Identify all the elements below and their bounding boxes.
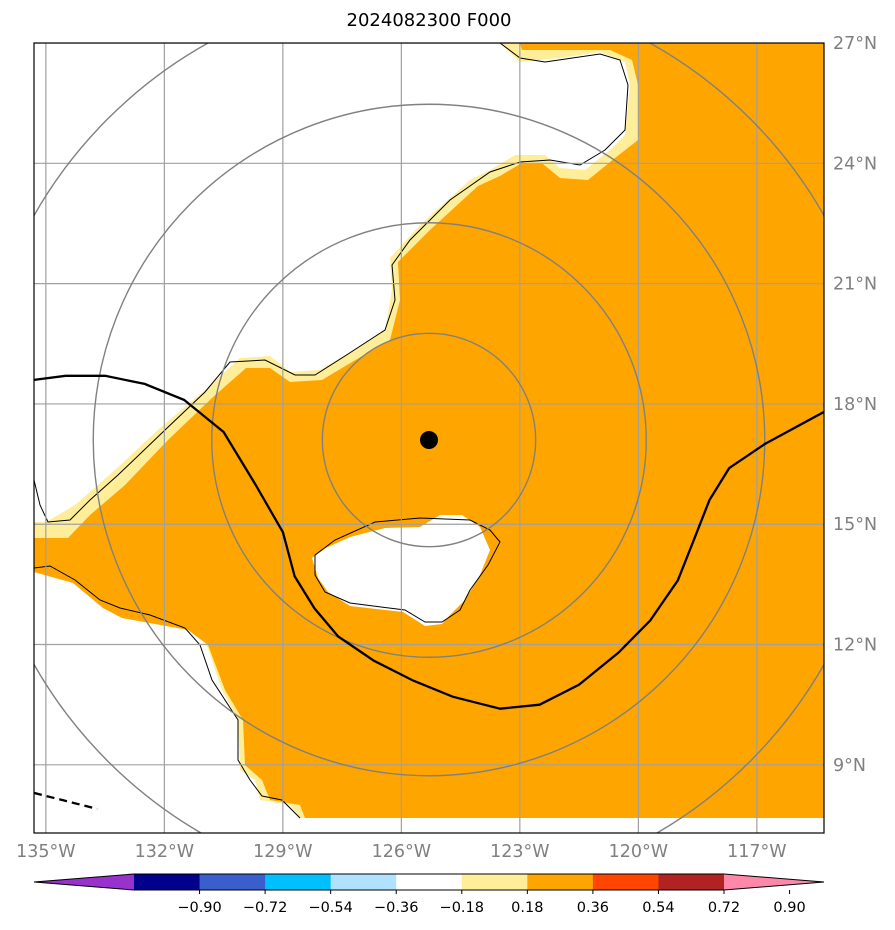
colorbar-segment: [199, 874, 266, 890]
graticule: [34, 43, 824, 833]
longitude-label: 129°W: [253, 842, 312, 862]
latitude-label: 21°N: [833, 275, 877, 295]
colorbar-label: 0.36: [577, 900, 609, 916]
colorbar-label: −0.90: [177, 900, 221, 916]
longitude-label: 135°W: [16, 842, 75, 862]
map-frame: [33, 42, 825, 834]
dashed-contour-line: [34, 791, 98, 811]
field-core: [34, 43, 824, 818]
longitude-tick-labels: 135°W 132°W 129°W 126°W 123°W 120°W 117°W: [16, 842, 786, 862]
latitude-label: 18°N: [833, 395, 877, 415]
storm-center-marker: [420, 431, 438, 450]
colorbar-segment: [330, 874, 397, 890]
longitude-label: 132°W: [135, 842, 194, 862]
longitude-label: 126°W: [372, 842, 431, 862]
colorbar-label: 0.18: [511, 900, 543, 916]
longitude-label: 123°W: [490, 842, 549, 862]
filled-field: [34, 43, 824, 819]
colorbar-min-extend: [34, 874, 134, 890]
colorbar-segment: [461, 874, 528, 890]
colorbar-label: −0.18: [440, 900, 484, 916]
colorbar-outline: [33, 873, 825, 891]
range-ring: [211, 222, 647, 658]
colorbar-label: 0.72: [708, 900, 740, 916]
range-ring: [321, 332, 537, 548]
colorbar-segment: [527, 874, 594, 890]
longitude-label: 120°W: [609, 842, 668, 862]
range-ring: [92, 103, 766, 777]
latitude-label: 27°N: [833, 34, 877, 54]
colorbar-max-extend: [724, 874, 824, 890]
latitude-label: 24°N: [833, 154, 877, 174]
colorbar-label: 0.90: [773, 900, 805, 916]
figure-title: 2024082300 F000: [347, 10, 512, 31]
colorbar-label: 0.54: [642, 900, 674, 916]
latitude-tick-labels: 27°N 24°N 21°N 18°N 15°N 12°N 9°N: [833, 34, 877, 776]
colorbar-label: −0.36: [374, 900, 418, 916]
latitude-label: 12°N: [833, 636, 877, 656]
colorbar-segment: [134, 874, 201, 890]
range-rings: [34, 43, 824, 833]
zero-contour-line: [34, 374, 824, 710]
field-outline: [34, 43, 629, 819]
colorbar-label: −0.72: [243, 900, 287, 916]
longitude-label: 117°W: [727, 842, 786, 862]
colorbar-segment: [396, 874, 463, 890]
latitude-label: 9°N: [833, 756, 866, 776]
colorbar-label: −0.54: [308, 900, 352, 916]
colorbar: −0.90 −0.72 −0.54 −0.36 −0.18 0.18 0.36 0.54 0.7…: [33, 873, 825, 916]
colorbar-segment: [265, 874, 332, 890]
colorbar-segment: [592, 874, 659, 890]
map-panel: [34, 43, 824, 833]
latitude-label: 15°N: [833, 515, 877, 535]
colorbar-segment: [658, 874, 725, 890]
